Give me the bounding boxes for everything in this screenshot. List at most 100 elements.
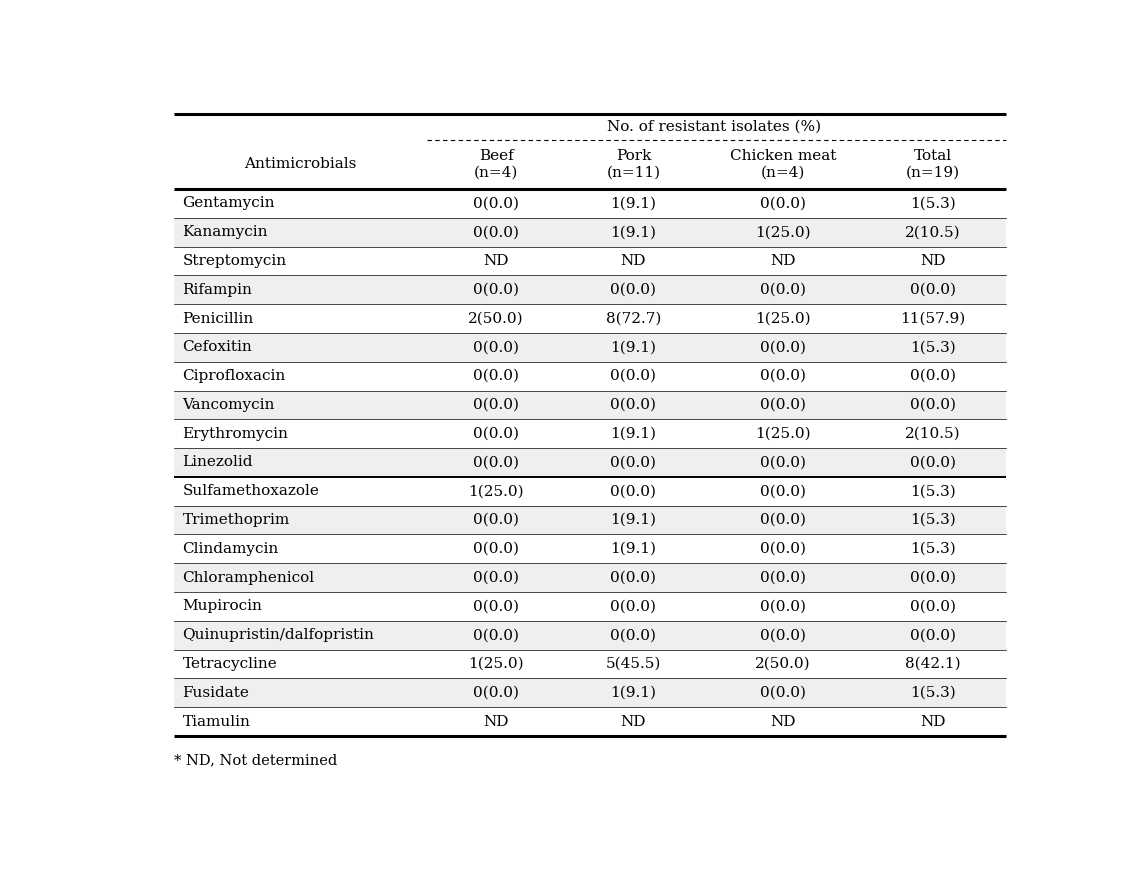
Bar (174, 506, 1006, 534)
Text: 0(0.0): 0(0.0) (761, 398, 806, 412)
Text: 0(0.0): 0(0.0) (473, 456, 520, 469)
Text: 0(0.0): 0(0.0) (473, 542, 520, 556)
Text: ND: ND (771, 254, 796, 268)
Text: Beef
(n=4): Beef (n=4) (474, 150, 518, 180)
Text: Chicken meat
(n=4): Chicken meat (n=4) (730, 150, 836, 180)
Text: 0(0.0): 0(0.0) (473, 225, 520, 239)
Text: Mupirocin: Mupirocin (183, 599, 263, 613)
Text: Pork
(n=11): Pork (n=11) (606, 150, 660, 180)
Text: ND: ND (620, 254, 646, 268)
Text: 0(0.0): 0(0.0) (761, 340, 806, 354)
Text: 1(9.1): 1(9.1) (610, 197, 657, 210)
Text: 8(72.7): 8(72.7) (605, 312, 661, 326)
Text: Gentamycin: Gentamycin (183, 197, 275, 210)
Text: Tetracycline: Tetracycline (183, 657, 278, 671)
Text: 0(0.0): 0(0.0) (761, 197, 806, 210)
Text: 1(5.3): 1(5.3) (910, 197, 956, 210)
Text: 0(0.0): 0(0.0) (910, 369, 956, 383)
Text: 0(0.0): 0(0.0) (473, 398, 520, 412)
Text: 0(0.0): 0(0.0) (761, 513, 806, 527)
Text: 0(0.0): 0(0.0) (910, 456, 956, 469)
Bar (174, 563, 1006, 592)
Text: 0(0.0): 0(0.0) (610, 398, 657, 412)
Text: 1(9.1): 1(9.1) (610, 225, 657, 239)
Text: 1(5.3): 1(5.3) (910, 542, 956, 556)
Text: 0(0.0): 0(0.0) (761, 599, 806, 613)
Text: 5(45.5): 5(45.5) (605, 657, 661, 671)
Text: 1(9.1): 1(9.1) (610, 542, 657, 556)
Text: 8(42.1): 8(42.1) (906, 657, 960, 671)
Text: Trimethoprim: Trimethoprim (183, 513, 290, 527)
Text: ND: ND (483, 254, 509, 268)
Text: 0(0.0): 0(0.0) (473, 599, 520, 613)
Text: 0(0.0): 0(0.0) (761, 628, 806, 643)
Text: 0(0.0): 0(0.0) (610, 456, 657, 469)
Text: 0(0.0): 0(0.0) (610, 283, 657, 296)
Text: Vancomycin: Vancomycin (183, 398, 275, 412)
Text: 1(5.3): 1(5.3) (910, 685, 956, 700)
Text: No. of resistant isolates (%): No. of resistant isolates (%) (608, 119, 821, 134)
Text: 1(5.3): 1(5.3) (910, 513, 956, 527)
Text: 0(0.0): 0(0.0) (473, 369, 520, 383)
Text: 0(0.0): 0(0.0) (761, 283, 806, 296)
Text: 1(25.0): 1(25.0) (755, 426, 811, 441)
Text: 0(0.0): 0(0.0) (910, 628, 956, 643)
Text: 0(0.0): 0(0.0) (610, 599, 657, 613)
Text: Penicillin: Penicillin (183, 312, 254, 326)
Text: Cefoxitin: Cefoxitin (183, 340, 252, 354)
Text: 0(0.0): 0(0.0) (761, 369, 806, 383)
Text: 1(9.1): 1(9.1) (610, 340, 657, 354)
Text: 0(0.0): 0(0.0) (910, 570, 956, 585)
Text: 0(0.0): 0(0.0) (610, 628, 657, 643)
Text: 0(0.0): 0(0.0) (610, 369, 657, 383)
Text: Fusidate: Fusidate (183, 685, 249, 700)
Text: Clindamycin: Clindamycin (183, 542, 279, 556)
Bar (174, 218, 1006, 247)
Text: 0(0.0): 0(0.0) (473, 628, 520, 643)
Bar (174, 678, 1006, 708)
Text: 2(50.0): 2(50.0) (468, 312, 524, 326)
Text: 0(0.0): 0(0.0) (761, 456, 806, 469)
Text: ND: ND (920, 715, 946, 729)
Text: 0(0.0): 0(0.0) (910, 599, 956, 613)
Text: 1(5.3): 1(5.3) (910, 340, 956, 354)
Text: Antimicrobials: Antimicrobials (244, 158, 356, 172)
Text: 0(0.0): 0(0.0) (610, 570, 657, 585)
Text: ND: ND (920, 254, 946, 268)
Text: 0(0.0): 0(0.0) (473, 197, 520, 210)
Text: ND: ND (771, 715, 796, 729)
Text: 0(0.0): 0(0.0) (761, 570, 806, 585)
Text: Erythromycin: Erythromycin (183, 426, 289, 441)
Text: Rifampin: Rifampin (183, 283, 252, 296)
Text: Total
(n=19): Total (n=19) (906, 150, 960, 180)
Text: 1(9.1): 1(9.1) (610, 685, 657, 700)
Text: 0(0.0): 0(0.0) (610, 484, 657, 498)
Text: 1(25.0): 1(25.0) (755, 225, 811, 239)
Text: Ciprofloxacin: Ciprofloxacin (183, 369, 286, 383)
Bar (174, 333, 1006, 361)
Text: Linezolid: Linezolid (183, 456, 254, 469)
Text: 0(0.0): 0(0.0) (473, 283, 520, 296)
Text: 1(9.1): 1(9.1) (610, 426, 657, 441)
Text: 1(9.1): 1(9.1) (610, 513, 657, 527)
Text: 1(5.3): 1(5.3) (910, 484, 956, 498)
Text: * ND, Not determined: * ND, Not determined (174, 753, 337, 767)
Text: 11(57.9): 11(57.9) (900, 312, 965, 326)
Text: Tiamulin: Tiamulin (183, 715, 250, 729)
Text: 2(10.5): 2(10.5) (906, 225, 960, 239)
Text: ND: ND (483, 715, 509, 729)
Text: 2(50.0): 2(50.0) (755, 657, 811, 671)
Text: 0(0.0): 0(0.0) (473, 426, 520, 441)
Text: 0(0.0): 0(0.0) (761, 484, 806, 498)
Text: 0(0.0): 0(0.0) (910, 398, 956, 412)
Text: Sulfamethoxazole: Sulfamethoxazole (183, 484, 320, 498)
Text: 0(0.0): 0(0.0) (761, 685, 806, 700)
Text: 2(10.5): 2(10.5) (906, 426, 960, 441)
Bar (174, 391, 1006, 419)
Bar (174, 448, 1006, 477)
Text: 0(0.0): 0(0.0) (473, 340, 520, 354)
Text: 0(0.0): 0(0.0) (473, 685, 520, 700)
Text: Quinupristin/dalfopristin: Quinupristin/dalfopristin (183, 628, 375, 643)
Text: 0(0.0): 0(0.0) (473, 513, 520, 527)
Text: ND: ND (620, 715, 646, 729)
